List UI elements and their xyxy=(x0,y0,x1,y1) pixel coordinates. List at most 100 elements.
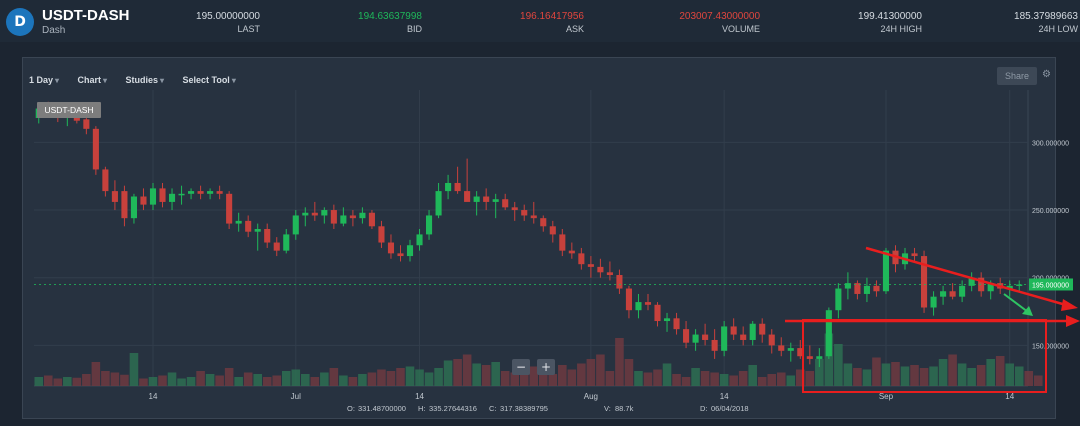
volume-bar xyxy=(786,375,796,386)
studies-dropdown[interactable]: Studies ▾ xyxy=(125,75,164,85)
ohlc-readout-value: 88.7k xyxy=(615,404,634,413)
stat-last: 195.00000000 LAST xyxy=(120,11,260,34)
symbol-label: USDT-DASH xyxy=(44,105,93,115)
candle-body xyxy=(1006,285,1013,289)
candle-body xyxy=(882,250,890,292)
candle-body xyxy=(168,193,176,202)
candle-body xyxy=(787,348,794,351)
ohlc-readout-label: D: xyxy=(700,404,708,413)
candle-body xyxy=(968,277,975,286)
stat-last-value: 195.00000000 xyxy=(196,11,260,22)
candle-body xyxy=(207,191,214,194)
volume-bar xyxy=(796,369,805,386)
candle-body xyxy=(587,264,594,267)
share-button[interactable]: Share xyxy=(997,67,1037,85)
volume-bar xyxy=(63,377,72,386)
select-tool-dropdown[interactable]: Select Tool ▾ xyxy=(182,75,235,85)
y-tick-label: 300.000000 xyxy=(1032,140,1069,147)
candle-body xyxy=(711,339,718,351)
candle-body xyxy=(197,191,204,194)
candle-body xyxy=(644,302,652,305)
candle-body xyxy=(254,228,261,232)
volume-bar xyxy=(91,362,101,386)
ohlc-readout-value: 317.38389795 xyxy=(500,404,548,413)
volume-bar xyxy=(957,363,967,386)
candle-body xyxy=(940,291,947,297)
volume-bar xyxy=(34,377,44,386)
volume-bar xyxy=(567,369,577,386)
volume-bar xyxy=(995,356,1005,386)
candle-body xyxy=(854,283,861,294)
gear-icon[interactable]: ⚙ xyxy=(1042,69,1051,80)
volume-bar xyxy=(120,374,129,386)
zoom-in-button[interactable] xyxy=(537,359,555,375)
volume-bar xyxy=(377,369,386,386)
volume-bar xyxy=(596,354,605,386)
pair-title: USDT-DASH xyxy=(42,7,130,24)
interval-dropdown[interactable]: 1 Day ▾ xyxy=(29,75,59,85)
select-tool-label: Select Tool xyxy=(182,75,230,85)
volume-bar xyxy=(624,359,634,386)
volume-bar xyxy=(738,371,748,386)
volume-bar xyxy=(53,378,63,386)
candle-body xyxy=(806,356,813,359)
candle-body xyxy=(540,218,547,227)
volume-bar xyxy=(519,369,529,386)
volume-bar xyxy=(719,374,729,386)
volume-bar xyxy=(158,375,167,386)
volume-bar xyxy=(177,378,186,386)
candle-body xyxy=(235,220,242,224)
volume-bar xyxy=(815,359,824,386)
candle-body xyxy=(264,228,271,243)
candle-body xyxy=(825,310,832,357)
candle-body xyxy=(559,234,566,251)
chevron-down-icon: ▾ xyxy=(231,76,236,85)
volume-bar xyxy=(548,374,558,386)
candle-body xyxy=(673,318,680,330)
zoom-out-button[interactable] xyxy=(512,359,530,375)
volume-bar xyxy=(443,360,453,386)
volume-bar xyxy=(1033,375,1043,386)
volume-bar xyxy=(776,372,786,386)
volume-bar xyxy=(348,377,358,386)
stat-bid-value: 194.63637998 xyxy=(358,11,422,22)
volume-bar xyxy=(872,357,881,386)
volume-bar xyxy=(396,368,405,386)
annotation-green-arrow xyxy=(1003,293,1029,313)
x-tick-label: Aug xyxy=(584,392,598,401)
volume-bar xyxy=(805,371,815,386)
zoom-out-label[interactable]: − xyxy=(516,360,526,374)
stat-bid-label: BID xyxy=(406,24,422,34)
stat-bid: 194.63637998 BID xyxy=(282,11,422,34)
chart-toolbar: 1 Day ▾ Chart ▾ Studies ▾ Select Tool ▾ xyxy=(29,70,250,86)
volume-bar xyxy=(139,378,148,386)
chart-type-dropdown[interactable]: Chart ▾ xyxy=(78,75,108,85)
volume-bar xyxy=(243,372,253,386)
volume-bar xyxy=(1024,371,1034,386)
x-tick-label: Jul xyxy=(291,392,301,401)
candle-body xyxy=(530,215,537,219)
interval-label: 1 Day xyxy=(29,75,54,85)
volume-bar xyxy=(910,365,919,386)
candle-body xyxy=(340,215,347,224)
volume-bar xyxy=(358,374,367,386)
candle-body xyxy=(397,253,404,257)
volume-bar xyxy=(291,369,301,386)
candle-body xyxy=(797,348,804,357)
ohlc-readout-label: O: xyxy=(347,404,355,413)
x-tick-label: 14 xyxy=(415,392,424,401)
volume-bar xyxy=(320,372,329,386)
volume-bar xyxy=(215,375,224,386)
zoom-in-label[interactable]: + xyxy=(541,360,551,374)
candle-body xyxy=(83,119,90,129)
candle-body xyxy=(359,212,366,219)
volume-bar xyxy=(967,368,976,386)
stat-ask-value: 196.16417956 xyxy=(520,11,584,22)
stat-volume-value: 203007.43000000 xyxy=(679,11,760,22)
candle-body xyxy=(149,188,157,205)
volume-bar xyxy=(757,377,767,386)
candle-body xyxy=(863,285,870,294)
candle-body xyxy=(835,288,842,311)
volume-bar xyxy=(1005,363,1015,386)
